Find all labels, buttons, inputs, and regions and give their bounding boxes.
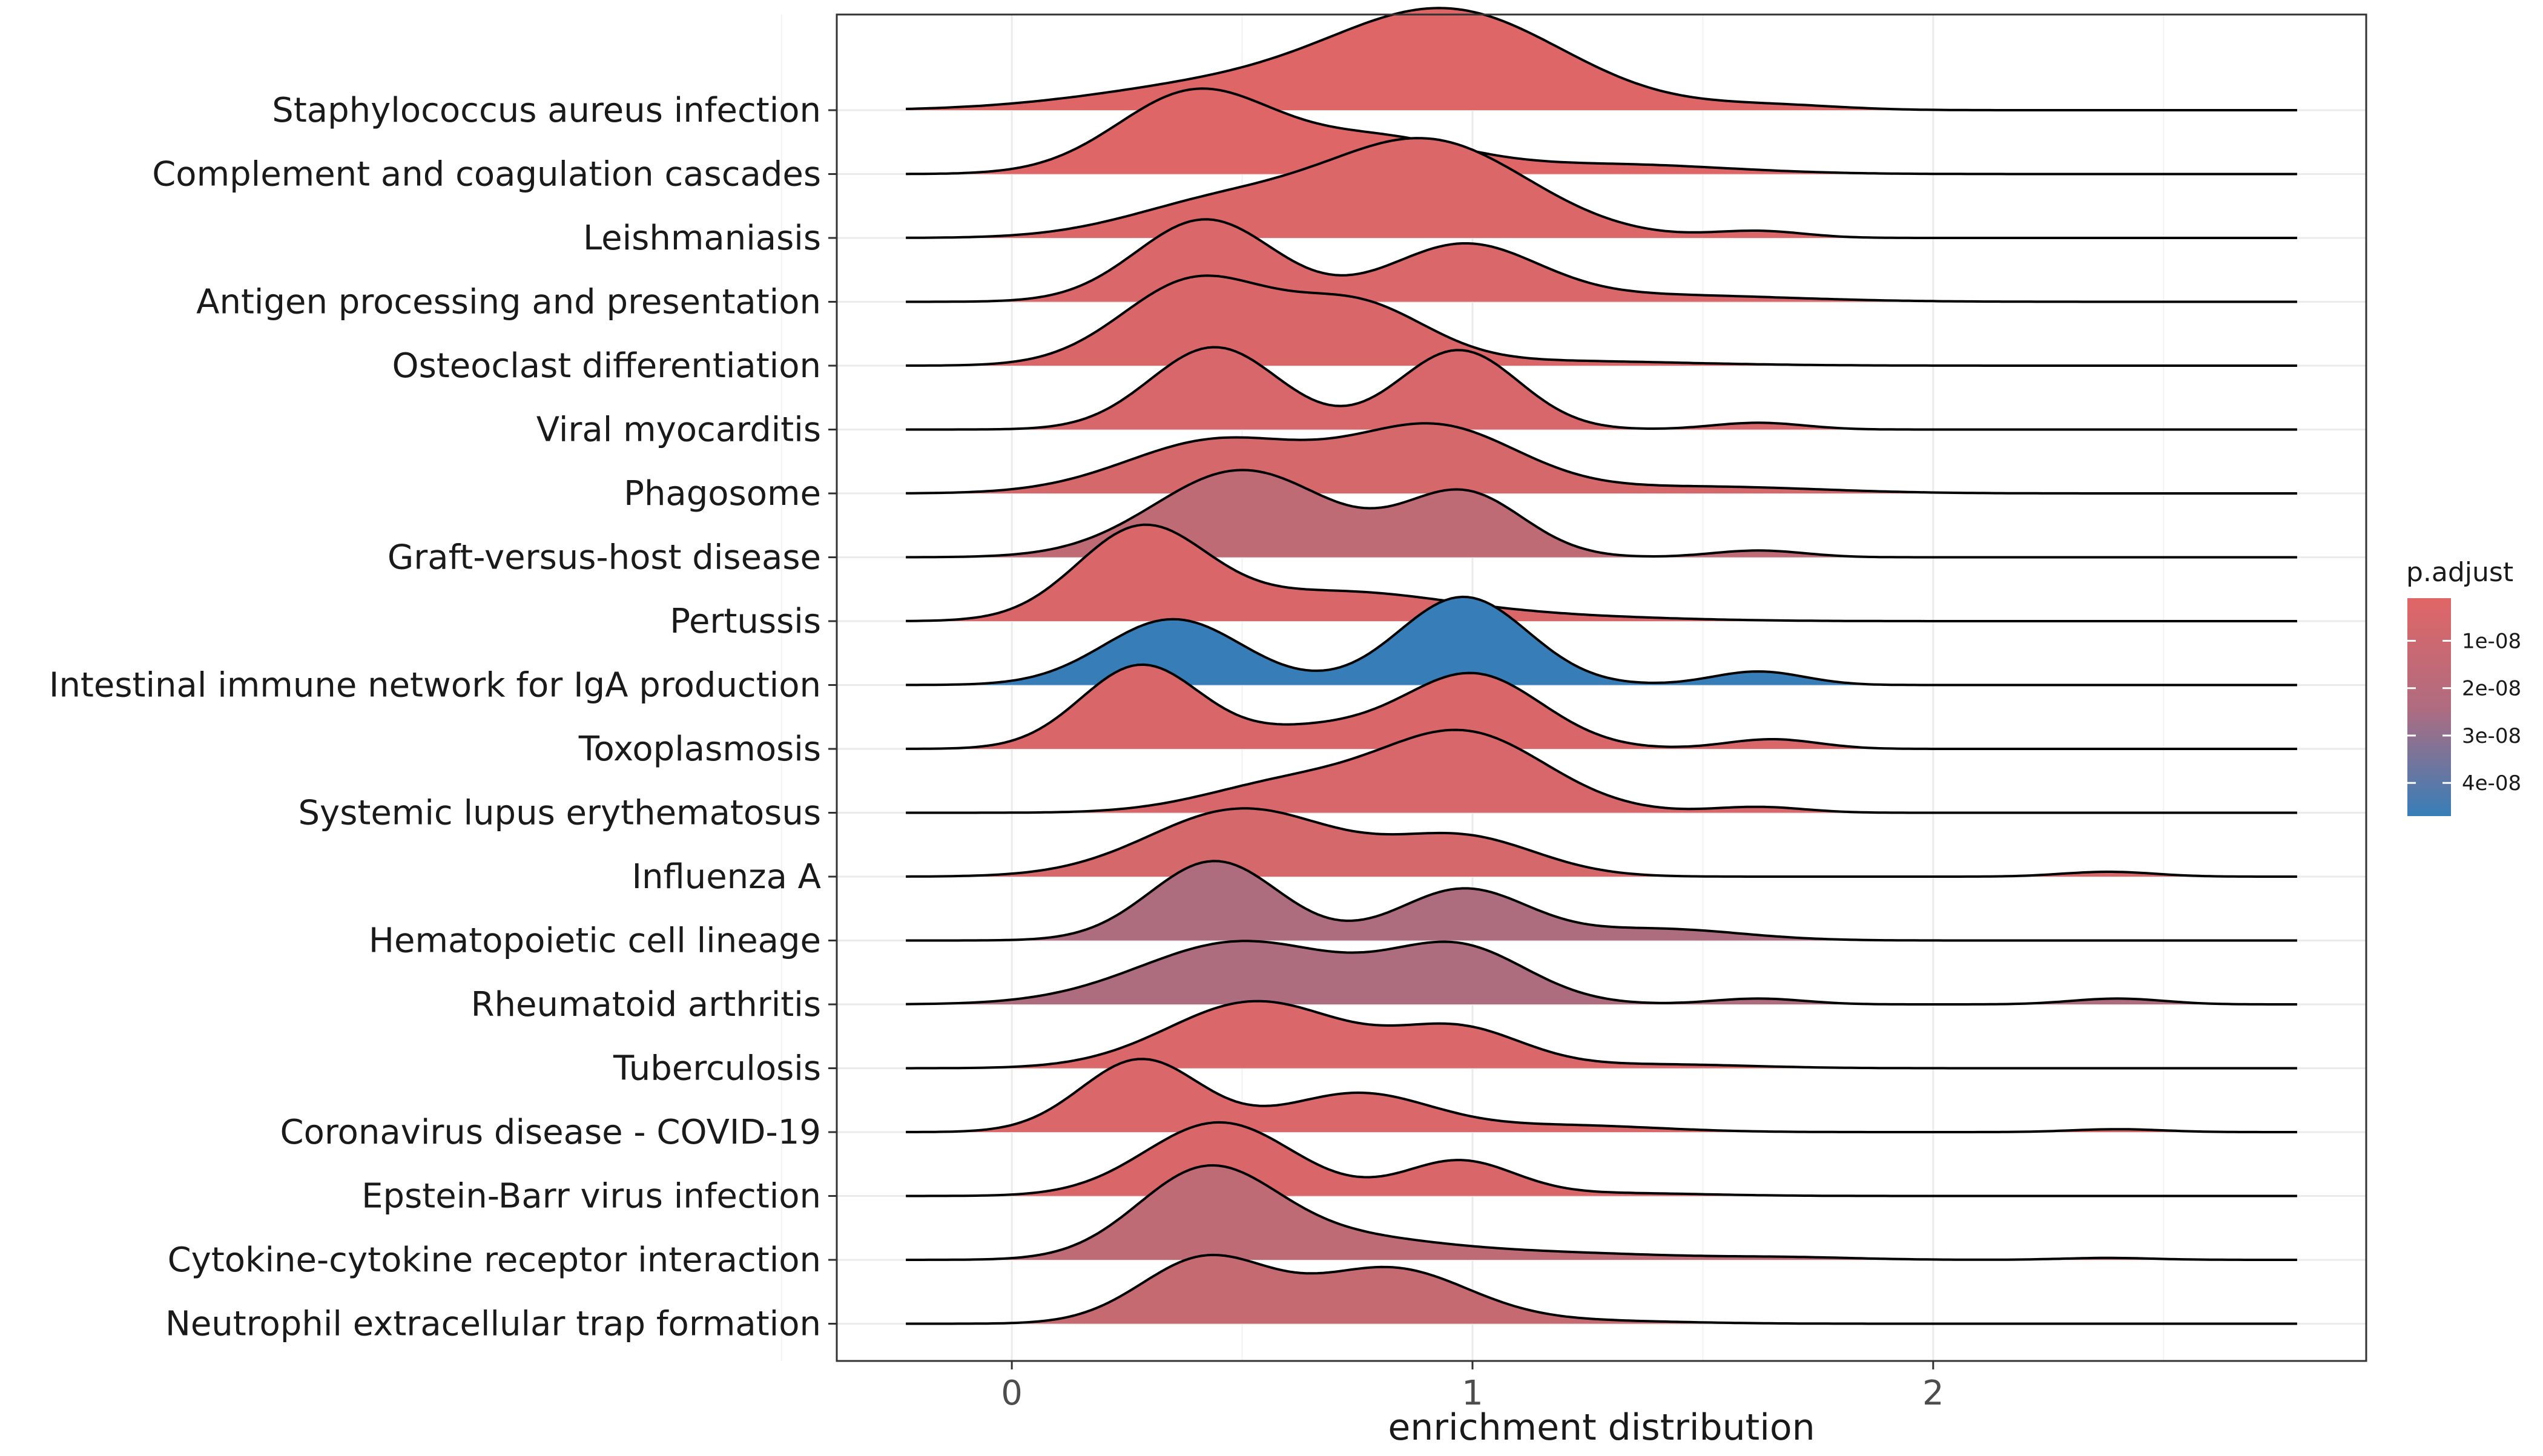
category-label: Toxoplasmosis	[578, 730, 821, 769]
x-tick-label: 1	[1462, 1374, 1483, 1413]
ridge-line	[906, 1058, 2297, 1133]
legend-title: p.adjust	[2406, 557, 2513, 588]
legend-tick-label: 2e-08	[2462, 677, 2521, 701]
category-label: Systemic lupus erythematosus	[298, 794, 822, 833]
ridge-series	[906, 218, 2297, 303]
ridge-area	[906, 1001, 2297, 1069]
ridge-layer	[906, 7, 2297, 1325]
ridge-line	[906, 87, 2297, 176]
category-label: Tuberculosis	[613, 1049, 821, 1089]
ridge-series	[906, 1164, 2297, 1261]
legend-colorbar	[2407, 598, 2451, 816]
ridge-line	[906, 1253, 2297, 1325]
x-axis-title: enrichment distribution	[1388, 1406, 1815, 1449]
ridge-series	[906, 87, 2297, 176]
ridge-series	[906, 274, 2297, 367]
ridge-line	[906, 137, 2297, 239]
category-label: Influenza A	[632, 857, 821, 897]
ridge-line	[906, 1121, 2297, 1197]
category-label: Neutrophil extracellular trap formation	[165, 1305, 821, 1344]
ridge-series	[906, 1000, 2297, 1070]
ridge-series	[906, 523, 2297, 622]
category-label: Staphylococcus aureus infection	[272, 91, 821, 130]
ridge-area	[906, 347, 2297, 430]
ridge-series	[906, 346, 2297, 431]
category-label: Antigen processing and presentation	[196, 283, 821, 322]
ridge-series	[906, 1253, 2297, 1325]
ridge-area	[906, 1059, 2297, 1132]
category-label: Epstein-Barr virus infection	[361, 1177, 821, 1216]
category-label: Graft-versus-host disease	[388, 538, 821, 578]
category-label: Hematopoietic cell lineage	[369, 921, 821, 961]
category-label: Osteoclast differentiation	[392, 346, 821, 386]
ridge-series	[906, 137, 2297, 239]
ridge-area	[906, 730, 2297, 813]
ridge-line	[906, 728, 2297, 814]
ridge-area	[906, 470, 2297, 558]
ridge-line	[906, 595, 2297, 687]
legend-tick-label: 4e-08	[2462, 771, 2521, 796]
category-label: Viral myocarditis	[536, 410, 821, 450]
ridge-line	[906, 1164, 2297, 1261]
ridge-line	[906, 7, 2297, 111]
ridge-area	[906, 861, 2297, 941]
ridge-line	[906, 1000, 2297, 1070]
plot-border	[836, 13, 2367, 1362]
ridge-area	[906, 275, 2297, 366]
ridge-area	[906, 138, 2297, 238]
ridge-area	[906, 88, 2297, 174]
category-labels: Staphylococcus aureus infection Complemen…	[49, 91, 837, 1344]
x-tick-label: 2	[1922, 1374, 1944, 1413]
ridge-line	[906, 807, 2297, 878]
ridge-series	[906, 595, 2297, 687]
category-label: Leishmaniasis	[583, 219, 821, 258]
x-tick-label: 0	[1001, 1374, 1023, 1413]
ridge-series	[906, 940, 2297, 1006]
ridge-series	[906, 7, 2297, 111]
ridge-line	[906, 346, 2297, 431]
ridge-line	[906, 469, 2297, 559]
category-label: Phagosome	[624, 474, 821, 513]
ridge-series	[906, 807, 2297, 878]
category-label: Intestinal immune network for IgA produc…	[49, 666, 821, 705]
ridge-line	[906, 523, 2297, 622]
ridge-series	[906, 469, 2297, 559]
ridge-area	[906, 664, 2297, 749]
category-label: Complement and coagulation cascades	[152, 155, 821, 194]
ridge-area	[906, 1254, 2297, 1324]
ridge-series	[906, 860, 2297, 942]
ridge-line	[906, 860, 2297, 942]
ridge-area	[906, 219, 2297, 302]
legend-tick-label: 1e-08	[2462, 629, 2521, 653]
x-axis: 0 1 2	[1001, 1361, 1944, 1413]
ridge-area	[906, 8, 2297, 110]
ridge-line	[906, 422, 2297, 495]
category-label: Cytokine-cytokine receptor interaction	[168, 1240, 821, 1280]
ridge-area	[906, 524, 2297, 621]
category-label: Pertussis	[670, 602, 821, 641]
ridge-line	[906, 218, 2297, 303]
ridge-series	[906, 1058, 2297, 1133]
ridge-series	[906, 663, 2297, 750]
ridge-line	[906, 663, 2297, 750]
legend: p.adjust 1e-08 2e-08 3e-08 4e-08	[2406, 557, 2521, 816]
ridge-area	[906, 1165, 2297, 1260]
category-label: Rheumatoid arthritis	[471, 985, 821, 1024]
ridge-area	[906, 596, 2297, 685]
ridge-area	[906, 941, 2297, 1004]
ridge-line	[906, 274, 2297, 367]
ridge-area	[906, 808, 2297, 877]
ridge-series	[906, 728, 2297, 814]
legend-tick-label: 3e-08	[2462, 724, 2521, 748]
category-label: Coronavirus disease - COVID-19	[280, 1113, 821, 1152]
ridge-line	[906, 940, 2297, 1006]
